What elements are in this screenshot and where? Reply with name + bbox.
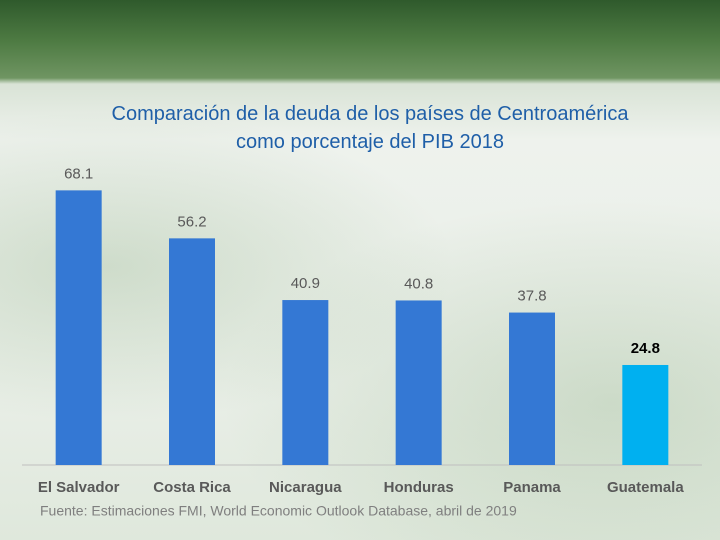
chart-title: Comparación de la deuda de los países de…	[111, 103, 629, 153]
x-tick-label: El Salvador	[38, 479, 120, 496]
x-tick-label: Costa Rica	[153, 479, 231, 496]
x-tick-label: Panama	[503, 479, 561, 496]
value-label: 68.1	[64, 165, 93, 182]
x-tick-label: Honduras	[384, 479, 454, 496]
bar	[169, 238, 215, 465]
value-label: 24.8	[631, 340, 660, 357]
source-note: Fuente: Estimaciones FMI, World Economic…	[40, 503, 517, 519]
x-tick-label: Nicaragua	[269, 479, 342, 496]
value-label: 37.8	[517, 288, 546, 305]
value-label: 56.2	[177, 213, 206, 230]
value-label: 40.9	[291, 275, 320, 292]
bar	[622, 364, 669, 465]
value-label: 40.8	[404, 275, 433, 292]
bar	[282, 300, 329, 465]
bar	[55, 190, 102, 465]
x-tick-label: Guatemala	[607, 479, 684, 496]
bar	[509, 312, 555, 465]
bar	[395, 300, 442, 465]
